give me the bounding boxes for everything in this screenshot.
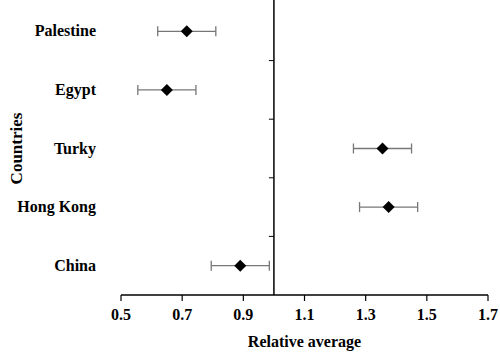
error-cap — [417, 202, 418, 212]
error-cap — [215, 26, 216, 36]
error-bar — [211, 261, 269, 271]
point — [181, 25, 193, 37]
x-tick — [304, 295, 305, 301]
error-bar — [360, 202, 418, 212]
point — [234, 260, 246, 272]
x-tick-label: 0.7 — [172, 306, 192, 323]
y-tick-label: Palestine — [35, 22, 96, 39]
category-divider-tick — [269, 177, 274, 178]
plot-marks — [138, 25, 418, 271]
x-tick-label: 0.5 — [111, 306, 131, 323]
y-axis-title: Countries — [7, 112, 26, 184]
x-tick-label: 0.9 — [233, 306, 253, 323]
x-axis-title: Relative average — [248, 333, 361, 351]
category-divider-tick — [269, 119, 274, 120]
category-divider-tick — [269, 60, 274, 61]
error-bar — [158, 26, 216, 36]
error-cap — [353, 144, 354, 154]
y-tick-label: Egypt — [55, 81, 97, 99]
x-tick — [487, 295, 488, 301]
error-cap — [211, 261, 212, 271]
x-tick-label: 1.1 — [295, 306, 315, 323]
point — [161, 84, 173, 96]
x-tick — [426, 295, 427, 301]
x-tick — [182, 295, 183, 301]
point — [383, 201, 395, 213]
point — [376, 143, 388, 155]
chart: 0.5 0.7 0.9 1.1 1.3 1.5 1.7 Palestine Egypt Turky… — [0, 0, 500, 360]
error-bar — [138, 85, 196, 95]
chart-svg: 0.5 0.7 0.9 1.1 1.3 1.5 1.7 Palestine Egypt Turky… — [0, 0, 500, 360]
error-cap — [157, 26, 158, 36]
error-bar — [353, 144, 411, 154]
error-cap — [269, 261, 270, 271]
category-divider-tick — [269, 236, 274, 237]
x-tick-label: 1.7 — [478, 306, 498, 323]
y-tick-label: China — [54, 257, 96, 274]
error-cap — [359, 202, 360, 212]
error-cap — [195, 85, 196, 95]
y-tick-label: Turky — [54, 140, 96, 158]
reference-line — [273, 0, 275, 295]
x-tick — [365, 295, 366, 301]
x-tick-label: 1.3 — [356, 306, 376, 323]
x-tick — [243, 295, 244, 301]
error-cap — [137, 85, 138, 95]
y-tick-label: Hong Kong — [17, 198, 96, 216]
x-tick — [120, 295, 121, 301]
x-tick-label: 1.5 — [417, 306, 437, 323]
error-cap — [411, 144, 412, 154]
